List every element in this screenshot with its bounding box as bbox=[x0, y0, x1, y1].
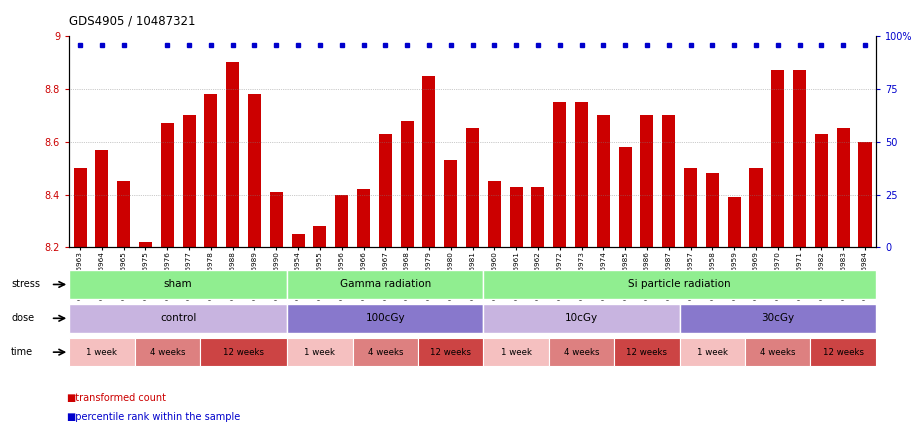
Bar bbox=[793, 70, 806, 247]
Bar bbox=[74, 168, 87, 247]
Bar bbox=[160, 123, 174, 247]
Bar bbox=[549, 338, 614, 366]
Text: 4 weeks: 4 weeks bbox=[760, 348, 796, 357]
Text: 12 weeks: 12 weeks bbox=[822, 348, 864, 357]
Bar bbox=[680, 304, 876, 332]
Bar bbox=[662, 115, 675, 247]
Text: Gamma radiation: Gamma radiation bbox=[339, 280, 431, 289]
Bar bbox=[483, 304, 680, 332]
Bar bbox=[69, 304, 287, 332]
Bar bbox=[745, 338, 810, 366]
Text: 30cGy: 30cGy bbox=[762, 313, 795, 323]
Bar bbox=[810, 338, 876, 366]
Bar bbox=[815, 134, 828, 247]
Bar bbox=[400, 121, 414, 247]
Text: Si particle radiation: Si particle radiation bbox=[629, 280, 731, 289]
Text: 4 weeks: 4 weeks bbox=[149, 348, 185, 357]
Bar bbox=[553, 102, 566, 247]
Text: 12 weeks: 12 weeks bbox=[431, 348, 471, 357]
Text: 100cGy: 100cGy bbox=[365, 313, 405, 323]
Bar bbox=[641, 115, 654, 247]
Text: stress: stress bbox=[11, 280, 40, 289]
Text: dose: dose bbox=[11, 313, 34, 323]
Bar bbox=[139, 242, 152, 247]
Text: time: time bbox=[11, 347, 33, 357]
Text: ■: ■ bbox=[66, 393, 76, 403]
Bar bbox=[69, 338, 135, 366]
Bar bbox=[836, 129, 850, 247]
Bar bbox=[287, 304, 483, 332]
Bar bbox=[483, 338, 549, 366]
Bar bbox=[750, 168, 762, 247]
Bar bbox=[336, 195, 349, 247]
Text: 12 weeks: 12 weeks bbox=[626, 348, 668, 357]
Text: percentile rank within the sample: percentile rank within the sample bbox=[69, 412, 241, 422]
Text: transformed count: transformed count bbox=[69, 393, 166, 403]
Bar bbox=[706, 173, 719, 247]
Bar bbox=[597, 115, 609, 247]
Text: 1 week: 1 week bbox=[501, 348, 532, 357]
Bar bbox=[418, 338, 483, 366]
Bar bbox=[379, 134, 392, 247]
Bar bbox=[531, 187, 545, 247]
Bar bbox=[205, 94, 218, 247]
Text: 1 week: 1 week bbox=[304, 348, 336, 357]
Text: 4 weeks: 4 weeks bbox=[563, 348, 599, 357]
Bar bbox=[200, 338, 287, 366]
Text: sham: sham bbox=[164, 280, 193, 289]
Bar bbox=[488, 181, 501, 247]
Text: ■: ■ bbox=[66, 412, 76, 422]
Bar bbox=[270, 192, 283, 247]
Bar bbox=[858, 142, 871, 247]
Bar bbox=[466, 129, 479, 247]
Bar bbox=[183, 115, 195, 247]
Bar bbox=[291, 234, 304, 247]
Bar bbox=[352, 338, 418, 366]
Bar bbox=[69, 270, 287, 299]
Bar bbox=[248, 94, 261, 247]
Text: control: control bbox=[160, 313, 196, 323]
Bar bbox=[575, 102, 588, 247]
Bar bbox=[95, 150, 109, 247]
Bar bbox=[619, 147, 632, 247]
Bar bbox=[614, 338, 680, 366]
Bar bbox=[727, 197, 740, 247]
Bar bbox=[483, 270, 876, 299]
Bar bbox=[287, 270, 483, 299]
Bar bbox=[510, 187, 523, 247]
Text: 12 weeks: 12 weeks bbox=[223, 348, 264, 357]
Text: 1 week: 1 week bbox=[87, 348, 117, 357]
Bar bbox=[357, 190, 370, 247]
Bar bbox=[444, 160, 457, 247]
Text: 10cGy: 10cGy bbox=[565, 313, 598, 323]
Bar bbox=[135, 338, 200, 366]
Bar bbox=[117, 181, 130, 247]
Bar bbox=[422, 76, 435, 247]
Bar bbox=[771, 70, 785, 247]
Bar bbox=[313, 226, 326, 247]
Bar bbox=[684, 168, 697, 247]
Bar bbox=[226, 63, 239, 247]
Text: GDS4905 / 10487321: GDS4905 / 10487321 bbox=[69, 15, 195, 28]
Bar bbox=[287, 338, 352, 366]
Bar bbox=[680, 338, 745, 366]
Text: 4 weeks: 4 weeks bbox=[368, 348, 403, 357]
Text: 1 week: 1 week bbox=[697, 348, 727, 357]
